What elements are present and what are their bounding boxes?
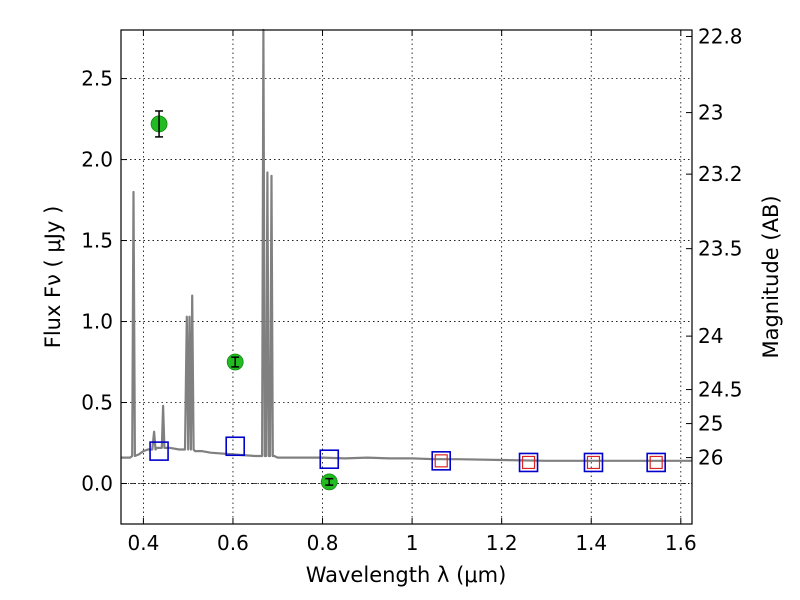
- plot-frame: [120, 29, 693, 525]
- spectrum-line: [121, 28, 692, 462]
- mag-tick-label: 22.8: [698, 24, 743, 48]
- model-flux-inner-marker: [649, 455, 663, 470]
- y-tick-label: 2.0: [81, 148, 113, 172]
- y-tick-label: 0.5: [81, 391, 113, 415]
- mag-tick-label: 23: [698, 101, 723, 125]
- mag-tick-label: 23.2: [698, 162, 743, 186]
- x-tick-label: 0.6: [217, 531, 249, 555]
- model-flux-marker: [583, 452, 604, 473]
- mag-tick-label: 24: [698, 324, 723, 348]
- model-flux-marker: [225, 436, 245, 457]
- mag-tick-label: 23.5: [698, 237, 743, 261]
- y-tick-label: 1.0: [81, 310, 113, 334]
- y-tick-label: 2.5: [81, 67, 113, 91]
- data-layer: [121, 28, 692, 491]
- x-axis-title: Wavelength λ (μm): [306, 563, 507, 587]
- model-flux-inner-marker: [434, 454, 448, 468]
- x-tick-label: 1: [406, 531, 419, 555]
- model-flux-marker: [319, 449, 340, 470]
- model-flux-marker: [518, 452, 539, 473]
- model-flux-marker: [646, 452, 666, 473]
- mag-tick-label: 25: [698, 412, 723, 436]
- x-tick-label: 0.4: [127, 531, 159, 555]
- model-flux-marker: [149, 441, 169, 461]
- y2-axis-title: Magnitude (AB): [759, 195, 783, 358]
- ticks-layer: 0.4 0.6 0.8 1 1.2 1.4 1.6 0.0 0.5 1.0 1.5 2.0 2.5 22.…: [81, 24, 742, 555]
- x-tick-label: 1.4: [575, 531, 607, 555]
- y-tick-label: 0.0: [81, 472, 113, 496]
- grid-layer: [121, 30, 692, 524]
- x-tick-label: 1.2: [486, 531, 518, 555]
- mag-tick-label: 24.5: [698, 378, 743, 402]
- x-tick-label: 0.8: [307, 531, 339, 555]
- model-flux-inner-marker: [586, 455, 601, 470]
- model-flux-inner-marker: [521, 455, 536, 470]
- x-tick-label: 1.6: [665, 531, 697, 555]
- y-axis-title: Flux Fν ( μJy ): [41, 206, 65, 349]
- model-flux-marker: [431, 451, 452, 471]
- y-tick-label: 1.5: [81, 229, 113, 253]
- mag-tick-label: 26: [698, 446, 723, 470]
